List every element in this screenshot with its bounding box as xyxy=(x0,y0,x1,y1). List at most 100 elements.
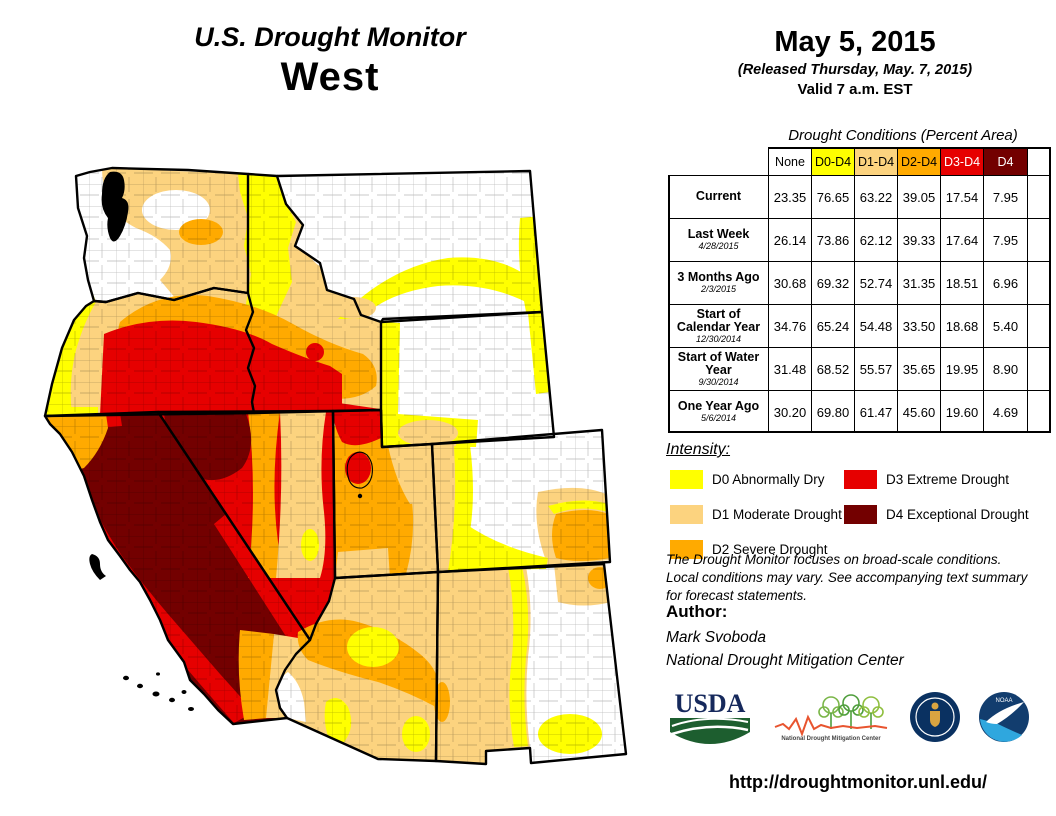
legend-swatch-d4 xyxy=(844,505,877,524)
disclaimer-line: Local conditions may vary. See accompany… xyxy=(666,569,1028,585)
disclaimer-line: The Drought Monitor focuses on broad-sca… xyxy=(666,552,1002,567)
value-d3-d4-row5: 19.95 xyxy=(940,347,983,390)
table-title: Drought Conditions (Percent Area) xyxy=(788,127,1018,144)
row-label: One Year Ago xyxy=(677,399,760,414)
table-right-gutter xyxy=(1027,218,1051,261)
logo-row: USDA National Drought Mitigation Center xyxy=(666,688,1030,746)
noaa-logo-text: NOAA xyxy=(995,698,1012,704)
legend-label: D3 Extreme Drought xyxy=(886,472,1010,487)
value-d1-d4-row6: 61.47 xyxy=(854,390,897,433)
page-title: U.S. Drought Monitor xyxy=(194,22,466,52)
table-border-right xyxy=(1049,147,1051,433)
legend-item-d4: D4 Exceptional Drought xyxy=(844,497,1029,532)
row-label: Start of Calendar Year xyxy=(676,306,761,334)
table-right-gutter xyxy=(1027,347,1051,390)
row-date: 9/30/2014 xyxy=(698,376,739,387)
value-d4-row5: 8.90 xyxy=(983,347,1027,390)
column-header-none: None xyxy=(768,147,811,175)
column-header-d3-d4: D3-D4 xyxy=(940,147,983,175)
author-name: Mark Svoboda xyxy=(666,629,766,646)
water-features xyxy=(89,171,194,711)
column-header-d0-d4: D0-D4 xyxy=(811,147,854,175)
ndmc-logo: National Drought Mitigation Center xyxy=(774,694,888,742)
san-francisco-bay xyxy=(89,554,106,580)
value-d0-d4-row1: 76.65 xyxy=(811,175,854,218)
column-header-d2-d4: D2-D4 xyxy=(897,147,940,175)
commerce-seal-icon xyxy=(909,692,960,742)
value-none-row4: 34.76 xyxy=(768,304,811,347)
state-borders xyxy=(43,166,628,766)
value-d3-d4-row2: 17.64 xyxy=(940,218,983,261)
value-d3-d4-row4: 18.68 xyxy=(940,304,983,347)
region-title: West xyxy=(280,55,380,99)
legend-swatch-d0 xyxy=(670,470,703,489)
legend-title: Intensity: xyxy=(666,441,731,458)
value-d0-d4-row4: 65.24 xyxy=(811,304,854,347)
legend-swatch-d3 xyxy=(844,470,877,489)
table-border-left xyxy=(668,175,670,433)
value-d0-d4-row5: 68.52 xyxy=(811,347,854,390)
legend-swatch-d1 xyxy=(670,505,703,524)
column-header-d4: D4 xyxy=(983,147,1027,175)
table-border-top xyxy=(768,147,1051,149)
release-date: (Released Thursday, May. 7, 2015) xyxy=(737,62,973,78)
legend-item-d3: D3 Extreme Drought xyxy=(844,462,1029,497)
table-right-gutter xyxy=(1027,304,1051,347)
date-block: May 5, 2015 (Released Thursday, May. 7, … xyxy=(690,26,1020,98)
column-header-d1-d4: D1-D4 xyxy=(854,147,897,175)
value-d4-row2: 7.95 xyxy=(983,218,1027,261)
value-none-row3: 30.68 xyxy=(768,261,811,304)
value-d3-d4-row1: 17.54 xyxy=(940,175,983,218)
value-d4-row4: 5.40 xyxy=(983,304,1027,347)
table-header-gutter xyxy=(1027,147,1051,175)
title-block: U.S. Drought Monitor West xyxy=(130,22,530,100)
row-label: Current xyxy=(695,189,742,204)
row-header-3: 3 Months Ago 2/3/2015 xyxy=(668,261,768,304)
drought-region-d0 xyxy=(90,578,98,586)
puget-sound xyxy=(101,171,129,242)
value-none-row2: 26.14 xyxy=(768,218,811,261)
value-none-row5: 31.48 xyxy=(768,347,811,390)
value-d2-d4-row6: 45.60 xyxy=(897,390,940,433)
usda-swoosh xyxy=(671,725,749,736)
table-right-gutter xyxy=(1027,175,1051,218)
row-label: Start of Water Year xyxy=(677,349,760,377)
row-date: 2/3/2015 xyxy=(700,284,737,295)
legend-label: D2 Severe Drought xyxy=(712,542,828,557)
disclaimer-line: for forecast statements. xyxy=(666,587,808,603)
row-date: 12/30/2014 xyxy=(695,333,742,344)
value-d1-d4-row4: 54.48 xyxy=(854,304,897,347)
drought-regions xyxy=(45,168,626,764)
row-header-4: Start of Calendar Year 12/30/2014 xyxy=(668,304,768,347)
usda-green-field xyxy=(670,718,750,744)
row-label: Last Week xyxy=(687,227,750,242)
value-d2-d4-row3: 31.35 xyxy=(897,261,940,304)
disclaimer: The Drought Monitor focuses on broad-sca… xyxy=(666,551,1027,604)
value-d2-d4-row1: 39.05 xyxy=(897,175,940,218)
legend-column-1: D0 Abnormally Dry D1 Moderate Drought D2 S… xyxy=(670,462,842,567)
table-right-gutter xyxy=(1027,261,1051,304)
ndmc-logo-text: National Drought Mitigation Center xyxy=(782,736,882,742)
channel-islands xyxy=(123,672,194,711)
legend-label: D0 Abnormally Dry xyxy=(712,472,825,487)
row-header-1: Current xyxy=(668,175,768,218)
value-d3-d4-row3: 18.51 xyxy=(940,261,983,304)
usda-swoosh xyxy=(671,717,749,727)
drought-region-d2 xyxy=(93,587,101,595)
value-d4-row1: 7.95 xyxy=(983,175,1027,218)
value-d2-d4-row4: 33.50 xyxy=(897,304,940,347)
value-d2-d4-row2: 39.33 xyxy=(897,218,940,261)
legend-label: D1 Moderate Drought xyxy=(712,507,842,522)
value-d0-d4-row3: 69.32 xyxy=(811,261,854,304)
legend-item-d2: D2 Severe Drought xyxy=(670,532,842,567)
legend-item-d1: D1 Moderate Drought xyxy=(670,497,842,532)
table-right-gutter xyxy=(1027,390,1051,433)
value-d1-d4-row3: 52.74 xyxy=(854,261,897,304)
row-date: 5/6/2014 xyxy=(700,413,737,424)
table-border-bottom xyxy=(668,431,1051,433)
noaa-logo-icon: NOAA xyxy=(978,692,1029,742)
usda-logo-text: USDA xyxy=(675,689,746,718)
value-d0-d4-row6: 69.80 xyxy=(811,390,854,433)
value-d4-row6: 4.69 xyxy=(983,390,1027,433)
